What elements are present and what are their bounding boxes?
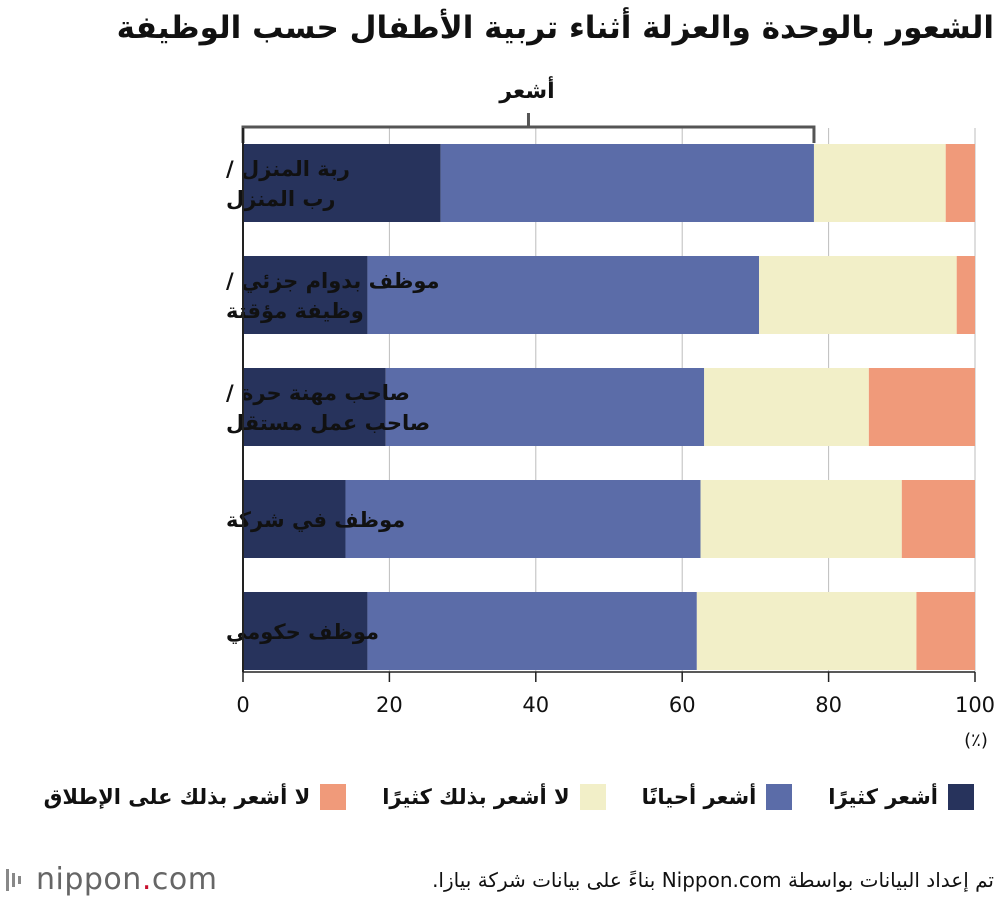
category-label-0-line-1: رب المنزل <box>226 187 336 211</box>
logo-suffix: com <box>151 862 218 897</box>
bar-4-series-1 <box>367 592 697 670</box>
stacked-bar-chart: أشعر ربة المنزل / رب المنزل موظف بدوام جزئ… <box>226 75 995 751</box>
x-tick-label-100: 100 <box>955 693 995 717</box>
bar-3-series-2 <box>700 480 902 558</box>
chart-title: الشعور بالوحدة والعزلة أثناء تربية الأطف… <box>116 10 994 46</box>
bar-4-series-2 <box>696 592 917 670</box>
x-tick-label-20: 20 <box>376 693 403 717</box>
legend-item-3: لا أشعر بذلك على الإطلاق <box>44 784 347 810</box>
x-tick-label-60: 60 <box>669 693 696 717</box>
bar-1-series-2 <box>759 256 957 334</box>
logo-text: nippon <box>36 862 142 897</box>
legend-item-0: أشعر كثيرًا <box>828 784 974 810</box>
feel-bracket: أشعر <box>241 75 816 143</box>
category-label-1-line-0: موظف بدوام جزئي / <box>226 269 440 293</box>
bar-2-series-1 <box>385 368 705 446</box>
legend: أشعر كثيرًا أشعر أحيانًا لا أشعر بذلك كثير… <box>44 784 974 810</box>
legend-label-1: أشعر أحيانًا <box>641 785 757 809</box>
legend-label-3: لا أشعر بذلك على الإطلاق <box>43 785 311 809</box>
bar-2-series-2 <box>704 368 869 446</box>
nippon-logo: nippon. com <box>6 862 217 897</box>
source-note: تم إعداد البيانات بواسطة Nippon.com بناء… <box>432 868 994 892</box>
x-tick-label-40: 40 <box>522 693 549 717</box>
legend-label-2: لا أشعر بذلك كثيرًا <box>382 785 570 809</box>
bar-4-series-3 <box>916 592 975 670</box>
category-label-2-line-1: صاحب عمل مستقل <box>226 411 430 435</box>
logo-dot: . <box>141 862 152 897</box>
category-labels: ربة المنزل / رب المنزل موظف بدوام جزئي / وظ… <box>226 157 440 644</box>
category-label-2-line-0: صاحب مهنة حرة / <box>226 381 410 405</box>
bracket-line <box>241 125 816 143</box>
bar-2-series-0 <box>243 368 386 446</box>
legend-item-1: أشعر أحيانًا <box>642 784 793 810</box>
x-tick-label-80: 80 <box>815 693 842 717</box>
legend-label-0: أشعر كثيرًا <box>828 785 938 809</box>
legend-swatch-1 <box>766 784 793 810</box>
x-unit-label: (٪) <box>964 730 988 751</box>
bar-3-series-3 <box>901 480 975 558</box>
x-axis: 0 20 40 60 80 100 (٪) <box>236 128 995 751</box>
bar-0-series-3 <box>945 144 975 222</box>
bar-0-series-1 <box>440 144 814 222</box>
bar-2-series-3 <box>868 368 975 446</box>
bar-0-series-0 <box>243 144 441 222</box>
bar-1-series-0 <box>243 256 368 334</box>
bar-1-series-3 <box>956 256 975 334</box>
logo-mark-icon <box>6 868 21 891</box>
bar-3-series-1 <box>345 480 701 558</box>
legend-swatch-2 <box>579 784 606 810</box>
x-tick-label-0: 0 <box>236 693 249 717</box>
bar-4-series-0 <box>243 592 368 670</box>
category-label-0-line-0: ربة المنزل / <box>226 157 350 181</box>
legend-item-2: لا أشعر بذلك كثيرًا <box>382 784 606 810</box>
bar-1-series-1 <box>367 256 760 334</box>
bar-3-series-0 <box>243 480 346 558</box>
category-label-1-line-1: وظيفة مؤقتة <box>226 299 364 323</box>
category-label-3-line-0: موظف في شركة <box>226 508 405 532</box>
bar-0-series-2 <box>813 144 946 222</box>
category-label-4-line-0: موظف حكومي <box>226 620 379 644</box>
bars <box>243 144 975 670</box>
legend-swatch-3 <box>320 784 347 810</box>
bracket-label: أشعر <box>498 75 554 104</box>
legend-swatch-0 <box>948 784 974 810</box>
